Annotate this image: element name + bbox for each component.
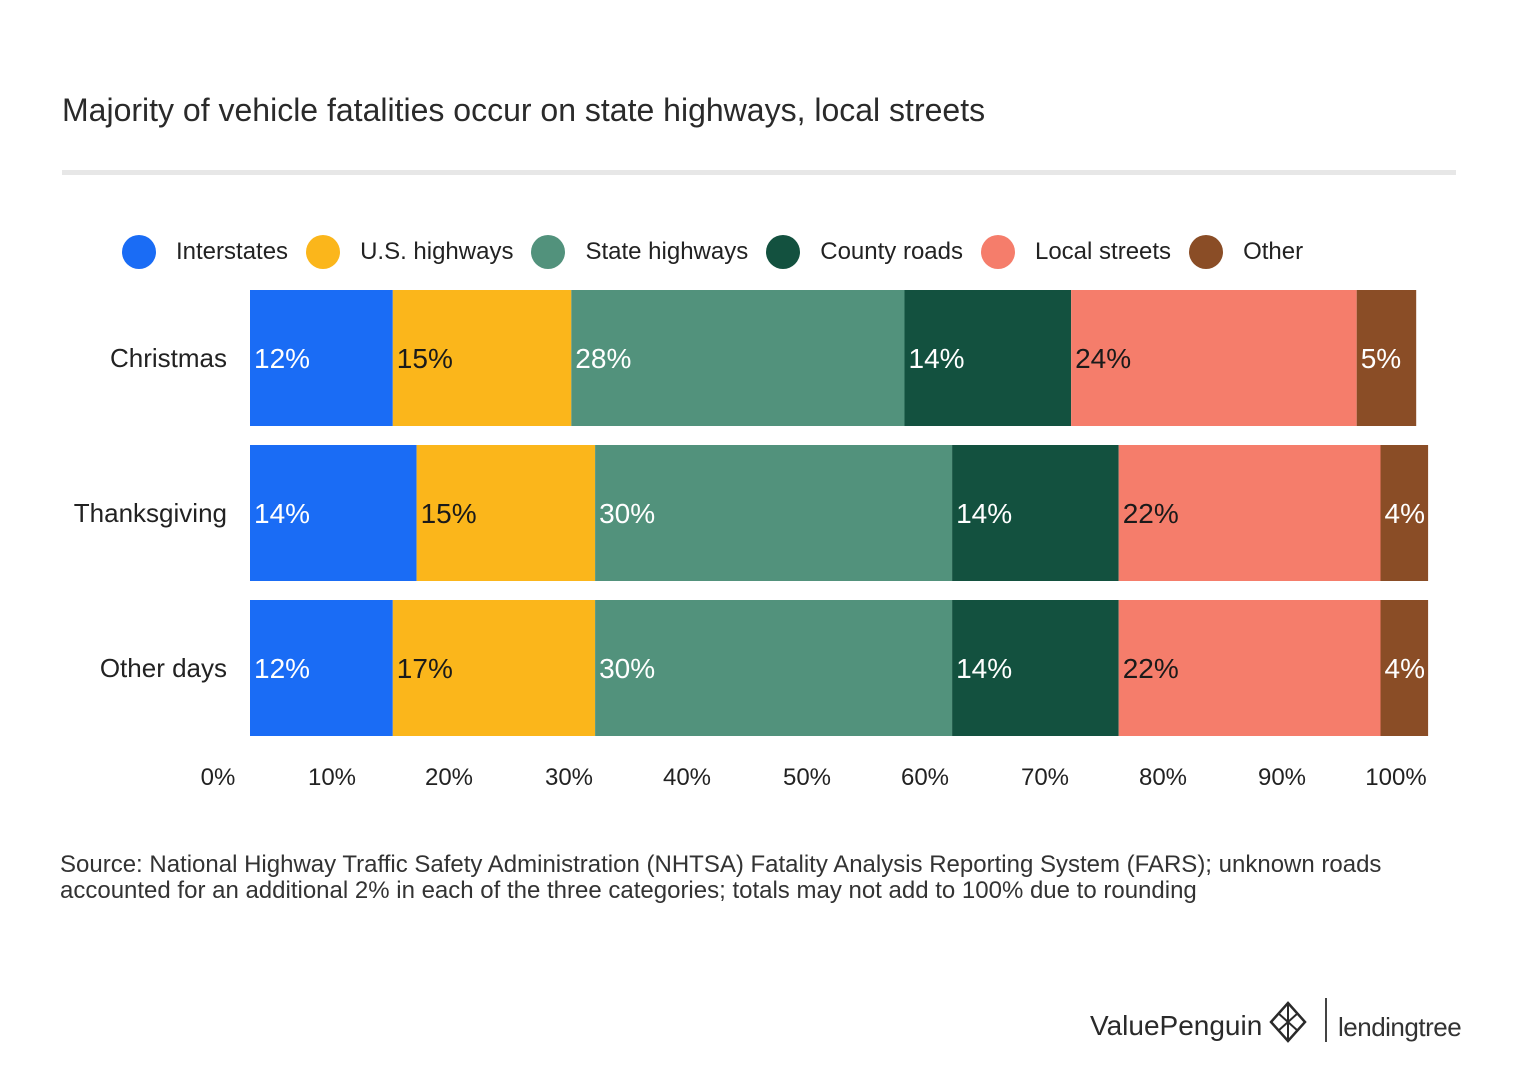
data-label-christmas-local-streets: 24% bbox=[1075, 343, 1131, 374]
bar-segment-other-days-interstates bbox=[250, 600, 393, 736]
data-label-other-days-u-s-highways: 17% bbox=[397, 653, 453, 684]
data-label-other-days-other: 4% bbox=[1385, 653, 1425, 684]
bar-segment-christmas-u-s-highways bbox=[392, 290, 572, 426]
data-label-thanksgiving-u-s-highways: 15% bbox=[421, 498, 477, 529]
x-tick-label-30: 30% bbox=[545, 764, 593, 791]
legend-item-state-highways: State highways bbox=[531, 235, 748, 269]
bar-segment-other-days-other bbox=[1380, 600, 1429, 736]
lendingtree-brand: lendingtree bbox=[1338, 1012, 1462, 1042]
category-label-other-days: Other days bbox=[100, 653, 227, 683]
bar-segment-christmas-state-highways bbox=[571, 290, 905, 426]
data-label-other-days-state-highways: 30% bbox=[599, 653, 655, 684]
chart-legend: Interstates U.S. highways State highways Co… bbox=[122, 232, 1321, 272]
data-label-christmas-state-highways: 28% bbox=[575, 343, 631, 374]
bar-segment-thanksgiving-other bbox=[1380, 445, 1429, 581]
legend-item-county-roads: County roads bbox=[766, 235, 963, 269]
legend-item-other: Other bbox=[1189, 235, 1303, 269]
bar-segment-christmas-interstates bbox=[250, 290, 393, 426]
bar-segment-thanksgiving-u-s-highways bbox=[416, 445, 596, 581]
data-label-thanksgiving-local-streets: 22% bbox=[1123, 498, 1179, 529]
brand-divider bbox=[1325, 998, 1327, 1042]
legend-item-local-streets: Local streets bbox=[980, 235, 1172, 269]
data-label-christmas-interstates: 12% bbox=[254, 343, 310, 374]
legend-label-other: Other bbox=[1243, 238, 1304, 265]
x-tick-label-0: 0% bbox=[201, 764, 236, 791]
data-label-thanksgiving-other: 4% bbox=[1385, 498, 1425, 529]
chart-title: Majority of vehicle fatalities occur on … bbox=[62, 92, 986, 128]
bar-segment-christmas-county-roads bbox=[904, 290, 1072, 426]
valuepenguin-logo-icon bbox=[1269, 1001, 1307, 1043]
x-tick-label-40: 40% bbox=[663, 764, 711, 791]
category-label-thanksgiving: Thanksgiving bbox=[74, 498, 227, 528]
legend-swatch-state-highways bbox=[531, 235, 566, 269]
data-label-christmas-u-s-highways: 15% bbox=[397, 343, 453, 374]
x-tick-label-70: 70% bbox=[1021, 764, 1069, 791]
bar-segment-other-days-u-s-highways bbox=[392, 600, 596, 736]
valuepenguin-brand: ValuePenguin bbox=[1090, 1010, 1263, 1041]
legend-swatch-other bbox=[1189, 235, 1224, 269]
data-label-other-days-interstates: 12% bbox=[254, 653, 310, 684]
bar-segment-thanksgiving-local-streets bbox=[1118, 445, 1381, 581]
legend-item-interstates: Interstates bbox=[122, 235, 288, 269]
bar-segment-other-days-county-roads bbox=[952, 600, 1119, 736]
x-tick-label-80: 80% bbox=[1139, 764, 1187, 791]
legend-swatch-local-streets bbox=[980, 235, 1015, 269]
source-note: Source: National Highway Traffic Safety … bbox=[60, 851, 1382, 904]
x-tick-label-60: 60% bbox=[901, 764, 949, 791]
bar-segment-thanksgiving-county-roads bbox=[952, 445, 1119, 581]
x-tick-label-20: 20% bbox=[425, 764, 473, 791]
bar-segment-christmas-local-streets bbox=[1071, 290, 1357, 426]
x-tick-label-10: 10% bbox=[308, 764, 356, 791]
data-label-other-days-county-roads: 14% bbox=[956, 653, 1012, 684]
legend-label-u-s-highways: U.S. highways bbox=[360, 238, 514, 265]
x-tick-label-50: 50% bbox=[783, 764, 831, 791]
data-label-christmas-county-roads: 14% bbox=[909, 343, 965, 374]
title-divider bbox=[62, 170, 1456, 175]
legend-label-local-streets: Local streets bbox=[1034, 238, 1172, 265]
legend-swatch-u-s-highways bbox=[306, 235, 341, 269]
data-label-thanksgiving-interstates: 14% bbox=[254, 498, 310, 529]
legend-swatch-interstates bbox=[122, 235, 156, 269]
bar-segment-thanksgiving-state-highways bbox=[595, 445, 953, 581]
bar-segment-thanksgiving-interstates bbox=[250, 445, 417, 581]
data-label-thanksgiving-state-highways: 30% bbox=[599, 498, 655, 529]
bar-segment-other-days-local-streets bbox=[1118, 600, 1381, 736]
legend-label-interstates: Interstates bbox=[176, 238, 289, 265]
data-label-other-days-local-streets: 22% bbox=[1123, 653, 1179, 684]
legend-item-u-s-highways: U.S. highways bbox=[306, 235, 513, 269]
legend-label-state-highways: State highways bbox=[585, 238, 749, 265]
bar-segment-christmas-other bbox=[1356, 290, 1417, 426]
legend-label-county-roads: County roads bbox=[820, 238, 963, 265]
x-tick-label-100: 100% bbox=[1365, 764, 1426, 791]
x-tick-label-90: 90% bbox=[1258, 764, 1306, 791]
category-label-christmas: Christmas bbox=[110, 343, 227, 373]
legend-swatch-county-roads bbox=[766, 235, 801, 269]
data-label-thanksgiving-county-roads: 14% bbox=[956, 498, 1012, 529]
data-label-christmas-other: 5% bbox=[1361, 343, 1401, 374]
bar-segment-other-days-state-highways bbox=[595, 600, 953, 736]
